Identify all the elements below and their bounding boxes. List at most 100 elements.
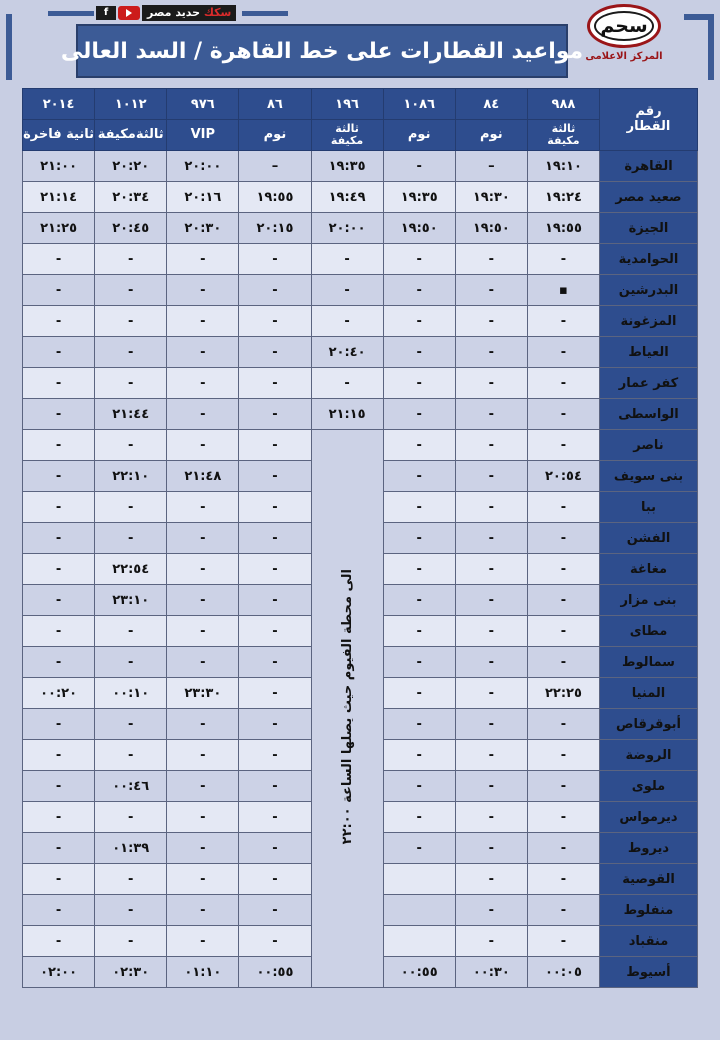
station-name-cell: المنيا xyxy=(599,677,698,709)
time-cell: - xyxy=(238,398,312,430)
table-row: الروضة - - - - - - - xyxy=(21,739,698,771)
time-cell: - xyxy=(238,801,312,833)
station-name-cell: ملوى xyxy=(599,770,698,802)
table-row: الجيزة ١٩:٥٥ ١٩:٥٠ ١٩:٥٠ ٢٠:٠٠ ٢٠:١٥ ٢٠:٣٠ ٢٠:٤… xyxy=(21,212,698,244)
time-cell: - xyxy=(94,925,168,957)
merged-note-text: الى محطة الفيوم حيث يصلها الساعة ٢٢:٠٠ xyxy=(339,568,355,845)
time-cell: – xyxy=(238,150,312,182)
time-cell: - xyxy=(526,646,601,678)
time-cell: - xyxy=(526,491,601,523)
time-cell: ١٩:١٠ xyxy=(526,150,601,182)
empty-cell xyxy=(382,863,456,895)
station-name-cell: القاهرة xyxy=(599,150,698,182)
time-cell: - xyxy=(166,925,240,957)
header-rule-right xyxy=(684,14,714,20)
time-cell: - xyxy=(526,770,601,802)
time-cell: - xyxy=(526,615,601,647)
schedule-table-body: القاهرة ١٩:١٠– -١٩:٣٥–٢٠:٠٠ ٢٠:٢٠ ٢١:٠٠ صعيد … xyxy=(21,150,698,988)
time-cell: - xyxy=(382,150,456,182)
time-cell: - xyxy=(238,274,312,306)
time-cell: - xyxy=(21,863,96,895)
time-cell: - xyxy=(382,646,456,678)
time-cell: ٠٠:٥٥ xyxy=(382,956,456,988)
time-cell: - xyxy=(21,615,96,647)
time-cell: - xyxy=(21,708,96,740)
time-cell: - xyxy=(454,646,528,678)
time-cell: - xyxy=(21,770,96,802)
time-cell: - xyxy=(454,801,528,833)
station-name-cell: أسيوط xyxy=(599,956,698,988)
time-cell: - xyxy=(166,336,240,368)
time-cell: - xyxy=(94,336,168,368)
facebook-icon[interactable]: f xyxy=(96,6,116,20)
youtube-icon[interactable] xyxy=(118,6,140,20)
time-cell: - xyxy=(21,274,96,306)
time-cell: - xyxy=(21,832,96,864)
time-cell: ٢١:١٤ xyxy=(21,181,96,213)
time-cell: - xyxy=(454,398,528,430)
time-cell: - xyxy=(238,615,312,647)
time-cell: ٢٠:٥٤ xyxy=(526,460,601,492)
time-cell: ٠١:١٠ xyxy=(166,956,240,988)
schedule-table-head: رقم القطار ٩٨٨ ٨٤ ١٠٨٦ ١٩٦ ٨٦ ٩٧٦ ١٠١٢ ٢٠١٤ ثال… xyxy=(21,88,698,151)
time-cell: - xyxy=(454,429,528,461)
page-header: سحم المركز الاعلامى f سكك حديد مصر مواعي… xyxy=(0,0,720,84)
time-cell: - xyxy=(166,429,240,461)
time-cell: - xyxy=(238,367,312,399)
time-cell: - xyxy=(94,646,168,678)
train-number-header-5: ٩٧٦ xyxy=(166,88,240,120)
merged-note-cell: الى محطة الفيوم حيث يصلها الساعة ٢٢:٠٠ xyxy=(310,429,384,988)
table-row: أسيوط ٠٠:٠٥ ٠٠:٣٠ ٠٠:٥٥ ٠٠:٥٥ ٠١:١٠ ٠٢:٣٠ ٠٢:٠٠ xyxy=(21,956,698,988)
time-cell: - xyxy=(166,770,240,802)
time-cell: - xyxy=(526,832,601,864)
time-cell: - xyxy=(238,646,312,678)
time-cell: ١٩:٥٥ xyxy=(238,181,312,213)
time-cell: - xyxy=(382,243,456,275)
time-cell: - xyxy=(310,305,384,337)
table-row: سمالوط - - - - - - - xyxy=(21,646,698,678)
train-type-header-1: نوم xyxy=(454,119,528,151)
time-cell: - xyxy=(454,522,528,554)
time-cell: - xyxy=(21,243,96,275)
train-type-header-7: ثانية فاخرة xyxy=(21,119,96,151)
enr-logo-caption: المركز الاعلامى xyxy=(585,51,663,62)
station-name-cell: ناصر xyxy=(599,429,698,461)
table-row: العياط - - -٢٠:٤٠- - - - xyxy=(21,336,698,368)
time-cell: ١٩:٢٤ xyxy=(526,181,601,213)
table-row: ملوى - - - - -٠٠:٤٦- xyxy=(21,770,698,802)
stub-header-line1: رقم xyxy=(635,104,662,120)
time-cell: - xyxy=(94,894,168,926)
station-name-cell: ديروط xyxy=(599,832,698,864)
time-cell: - xyxy=(21,801,96,833)
table-row: منقباد - - - - - - xyxy=(21,925,698,957)
train-type-header-6: ثالثةمكيفة xyxy=(94,119,168,151)
time-cell: ٢٠:٢٠ xyxy=(94,150,168,182)
table-row: أبوقرقاص - - - - - - - xyxy=(21,708,698,740)
time-cell: - xyxy=(382,584,456,616)
time-cell: ١٩:٥٠ xyxy=(382,212,456,244)
time-cell: - xyxy=(454,863,528,895)
time-cell: - xyxy=(454,677,528,709)
time-cell: - xyxy=(238,832,312,864)
station-name-cell: ببا xyxy=(599,491,698,523)
train-number-header-6: ١٠١٢ xyxy=(94,88,168,120)
table-row: الحوامدية - - - - - - - - xyxy=(21,243,698,275)
brand-label-rest: حديد مصر xyxy=(147,6,204,19)
time-cell: - xyxy=(94,243,168,275)
time-cell: ▪ xyxy=(526,274,601,306)
station-name-cell: بنى سويف xyxy=(599,460,698,492)
train-type-header-3: ثالثة مكيفة xyxy=(310,119,384,151)
time-cell: - xyxy=(94,305,168,337)
time-cell: - xyxy=(526,863,601,895)
time-cell: - xyxy=(526,398,601,430)
station-name-cell: مطاى xyxy=(599,615,698,647)
time-cell: - xyxy=(166,553,240,585)
time-cell: - xyxy=(166,398,240,430)
time-cell: - xyxy=(94,739,168,771)
time-cell: - xyxy=(526,925,601,957)
table-row: البدرشين ▪ - - - - - - - xyxy=(21,274,698,306)
time-cell: - xyxy=(526,739,601,771)
time-cell: - xyxy=(454,615,528,647)
station-name-cell: بنى مزار xyxy=(599,584,698,616)
time-cell: - xyxy=(238,863,312,895)
